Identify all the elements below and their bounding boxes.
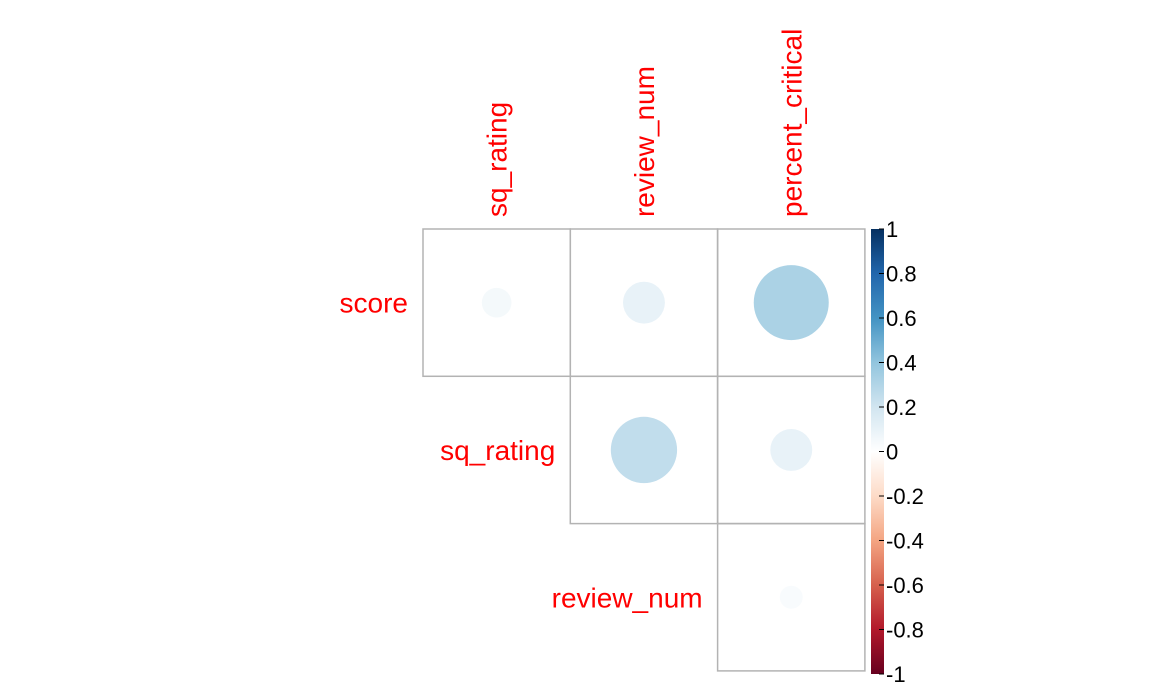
row-label-score: score	[340, 288, 408, 319]
corr-circle-score-sq_rating	[481, 287, 512, 318]
col-label-review_num: review_num	[629, 66, 660, 217]
colorbar-tick-label: 0	[886, 440, 898, 465]
corr-circle-sq_rating-percent_critical	[770, 428, 813, 471]
grid-cell-review_num-percent_critical	[716, 522, 866, 672]
colorbar-tick-label: 0.6	[886, 306, 917, 331]
corr-circle-review_num-percent_critical	[779, 585, 803, 609]
colorbar-tick-label: 1	[886, 217, 898, 242]
colorbar-tick-label: -0.8	[886, 618, 924, 643]
colorbar-tick-label: 0.8	[886, 262, 917, 287]
corr-circle-sq_rating-review_num	[610, 416, 678, 484]
colorbar-tick-label: -0.4	[886, 529, 924, 554]
cells-layer	[422, 228, 866, 672]
colorbar-tick-label: -0.6	[886, 573, 924, 598]
colorbar-gradient	[871, 229, 884, 674]
labels-layer: score sq_rating review_num sq_rating review_…	[340, 29, 808, 614]
col-label-percent_critical: percent_critical	[776, 29, 807, 217]
colorbar-tick-label: -1	[886, 662, 906, 687]
colorbar-tick-label: -0.2	[886, 484, 924, 509]
corr-circle-score-review_num	[622, 281, 665, 324]
row-label-sq_rating: sq_rating	[440, 435, 555, 466]
row-label-review_num: review_num	[552, 582, 703, 613]
colorbar-tick-label: 0.4	[886, 351, 917, 376]
colorbar-tick-label: 0.2	[886, 395, 917, 420]
corr-circle-score-percent_critical	[753, 265, 829, 341]
colorbar: 1 0.8 0.6 0.4 0.2 0 -0.2 -0.4 -0.6 -0.8 -1	[871, 217, 924, 687]
col-label-sq_rating: sq_rating	[482, 102, 513, 217]
